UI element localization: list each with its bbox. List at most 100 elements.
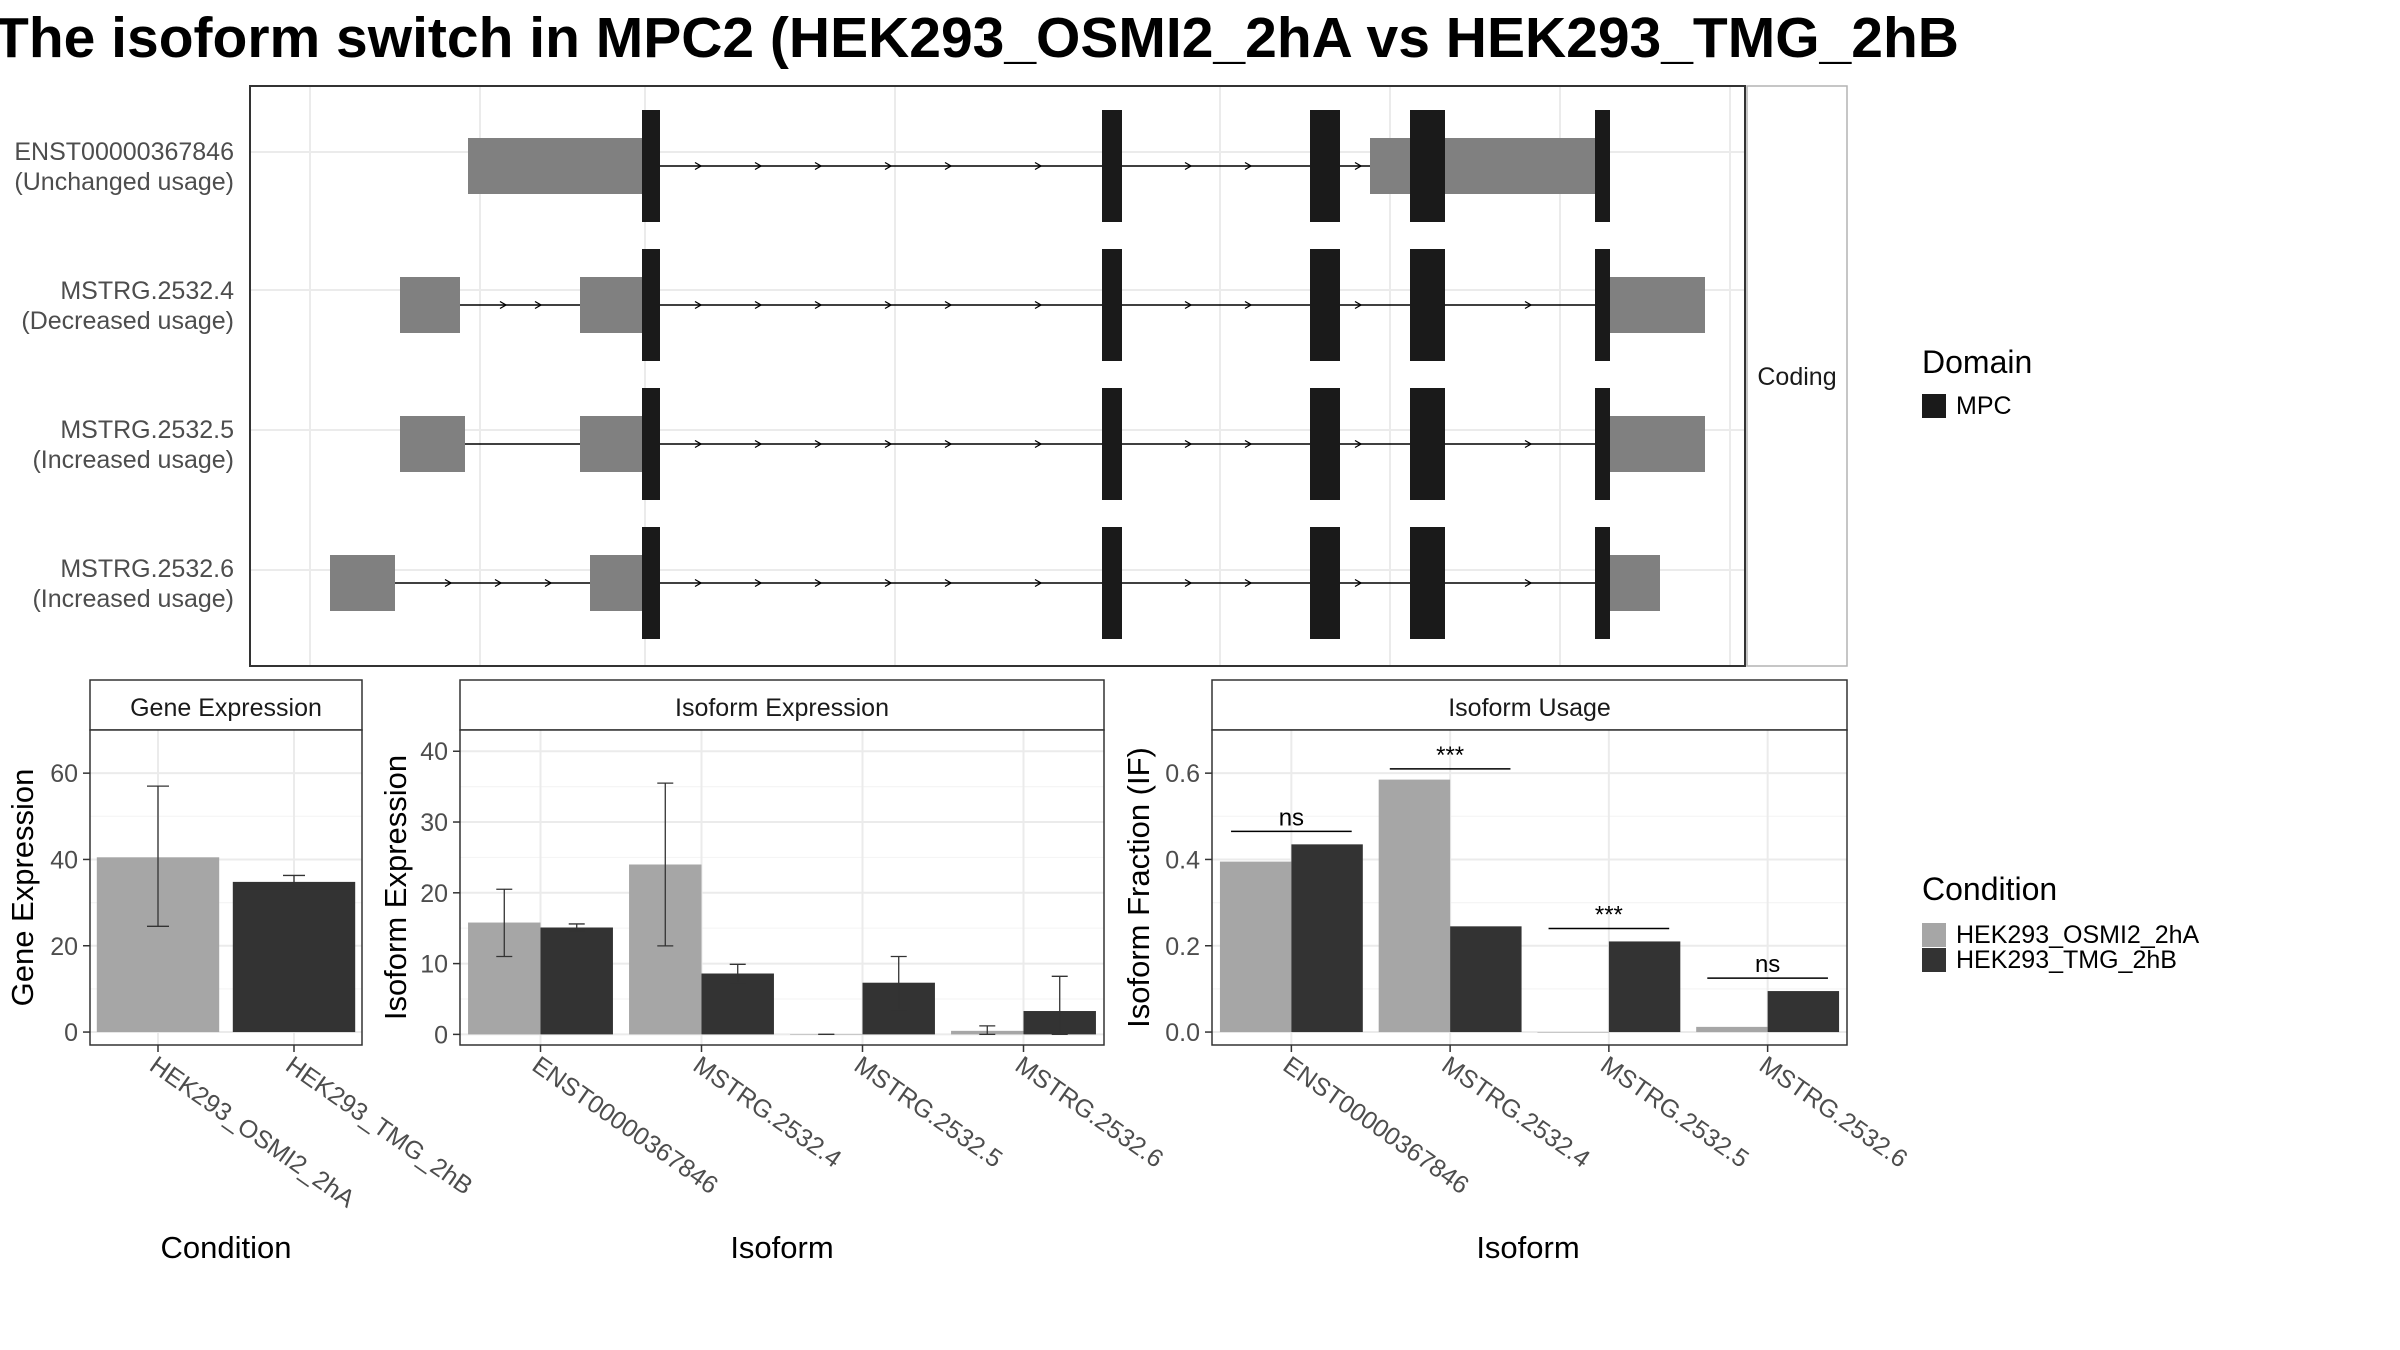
strand-arrow [1354,578,1363,588]
isoform-usage-label: (Decreased usage) [21,307,234,335]
domain-legend-swatch [1922,394,1946,418]
strand-arrow [1184,439,1193,449]
condition-legend-swatch [1922,923,1946,947]
strand-arrow [944,439,953,449]
isoform-id-label: MSTRG.2532.5 [60,416,234,444]
mpc-domain-exon [1102,388,1122,500]
mpc-domain-exon [1410,527,1445,639]
strand-arrow [1034,300,1043,310]
strand-arrow [884,300,893,310]
strand-arrow [1354,300,1363,310]
bar [232,881,356,1033]
y-axis-label: Isoform Fraction (IF) [1121,747,1156,1028]
strand-arrow [1354,161,1363,171]
strand-arrow [814,161,823,171]
bar [1696,1026,1768,1033]
isoform-id-label: MSTRG.2532.4 [60,277,234,305]
strand-arrow [944,161,953,171]
y-tick-label: 0.4 [1165,846,1200,874]
y-tick-label: 60 [50,760,78,788]
isoform-row-MSTRG.2532.6 [330,527,1660,639]
strand-arrow [1354,439,1363,449]
y-tick-label: 40 [50,846,78,874]
isoform-row-MSTRG.2532.5 [400,388,1705,500]
domain-legend-label: MPC [1956,392,2012,420]
strand-arrow [884,161,893,171]
y-axis-label: Isoform Expression [378,755,413,1020]
bar [1608,941,1681,1033]
strand-arrow [1244,161,1253,171]
coding-strip [1746,85,1848,667]
figure-title: The isoform switch in MPC2 (HEK293_OSMI2… [0,6,1959,70]
x-tick-label: MSTRG.2532.5 [1595,1051,1753,1174]
y-tick-label: 30 [420,809,448,837]
panel-1: Isoform Expression010203040ENST000003678… [378,679,1168,1265]
strand-arrow [534,300,543,310]
x-axis-label: Isoform [1476,1230,1579,1265]
mpc-domain-exon [642,249,660,361]
mpc-domain-exon [1595,249,1610,361]
strand-arrow [814,578,823,588]
mpc-domain-exon [1102,249,1122,361]
strand-arrow [754,161,763,171]
x-tick-label: MSTRG.2532.6 [1010,1051,1168,1174]
strand-arrow [499,300,508,310]
bar-panels: Gene Expression0204060HEK293_OSMI2_2hAHE… [5,679,1913,1265]
y-tick-label: 10 [420,951,448,979]
strand-arrow [1244,439,1253,449]
mpc-domain-exon [1595,110,1610,222]
y-tick-label: 0.0 [1165,1019,1200,1047]
x-axis-label: Condition [161,1230,292,1265]
y-tick-label: 20 [50,933,78,961]
utr-exon [330,555,395,611]
condition-legend-label: HEK293_OSMI2_2hA [1956,921,2200,949]
bar [1767,991,1840,1033]
x-axis-label: Isoform [730,1230,833,1265]
strand-arrow [944,300,953,310]
strand-arrow [494,578,503,588]
panel-strip [89,679,363,731]
significance-label: *** [1436,742,1464,769]
condition-legend-title: Condition [1922,871,2057,907]
strand-arrow [444,578,453,588]
mpc-domain-exon [642,388,660,500]
panel-strip [459,679,1105,731]
strand-arrow [754,300,763,310]
domain-legend: Domain MPC [1922,344,2032,420]
isoform-structure-panel: ENST00000367846(Unchanged usage) MSTRG.25… [14,85,1848,667]
panel-2: Isoform Usage0.00.20.40.6ns******nsENST0… [1121,679,1913,1265]
strand-arrow [1034,439,1043,449]
utr-exon [580,277,642,333]
panel-strip-label: Isoform Usage [1448,694,1611,722]
y-tick-label: 20 [420,880,448,908]
bar [701,973,774,1035]
strand-arrow [814,300,823,310]
y-tick-label: 0.6 [1165,760,1200,788]
bar [540,927,613,1035]
utr-exon [1610,416,1705,472]
bar [1450,926,1522,1033]
panel-strip-label: Gene Expression [130,694,322,722]
significance-label: ns [1755,951,1780,978]
strand-arrow [544,578,553,588]
panel-strip-label: Isoform Expression [675,694,889,722]
isoform-id-label: ENST00000367846 [14,138,234,166]
significance-label: ns [1279,804,1304,831]
mpc-domain-exon [1410,110,1445,222]
isoform-id-label: MSTRG.2532.6 [60,555,234,583]
condition-legend-swatch [1922,948,1946,972]
bar [1378,779,1451,1033]
mpc-domain-exon [1102,110,1122,222]
strand-arrow [694,578,703,588]
mpc-domain-exon [642,527,660,639]
strand-arrow [1184,161,1193,171]
strand-arrow [754,578,763,588]
utr-exon [468,138,642,194]
strand-arrow [944,578,953,588]
mpc-domain-exon [1595,388,1610,500]
bar [1291,844,1363,1033]
utr-exon [1610,555,1660,611]
utr-exon [400,277,460,333]
panel-border [89,729,363,1046]
